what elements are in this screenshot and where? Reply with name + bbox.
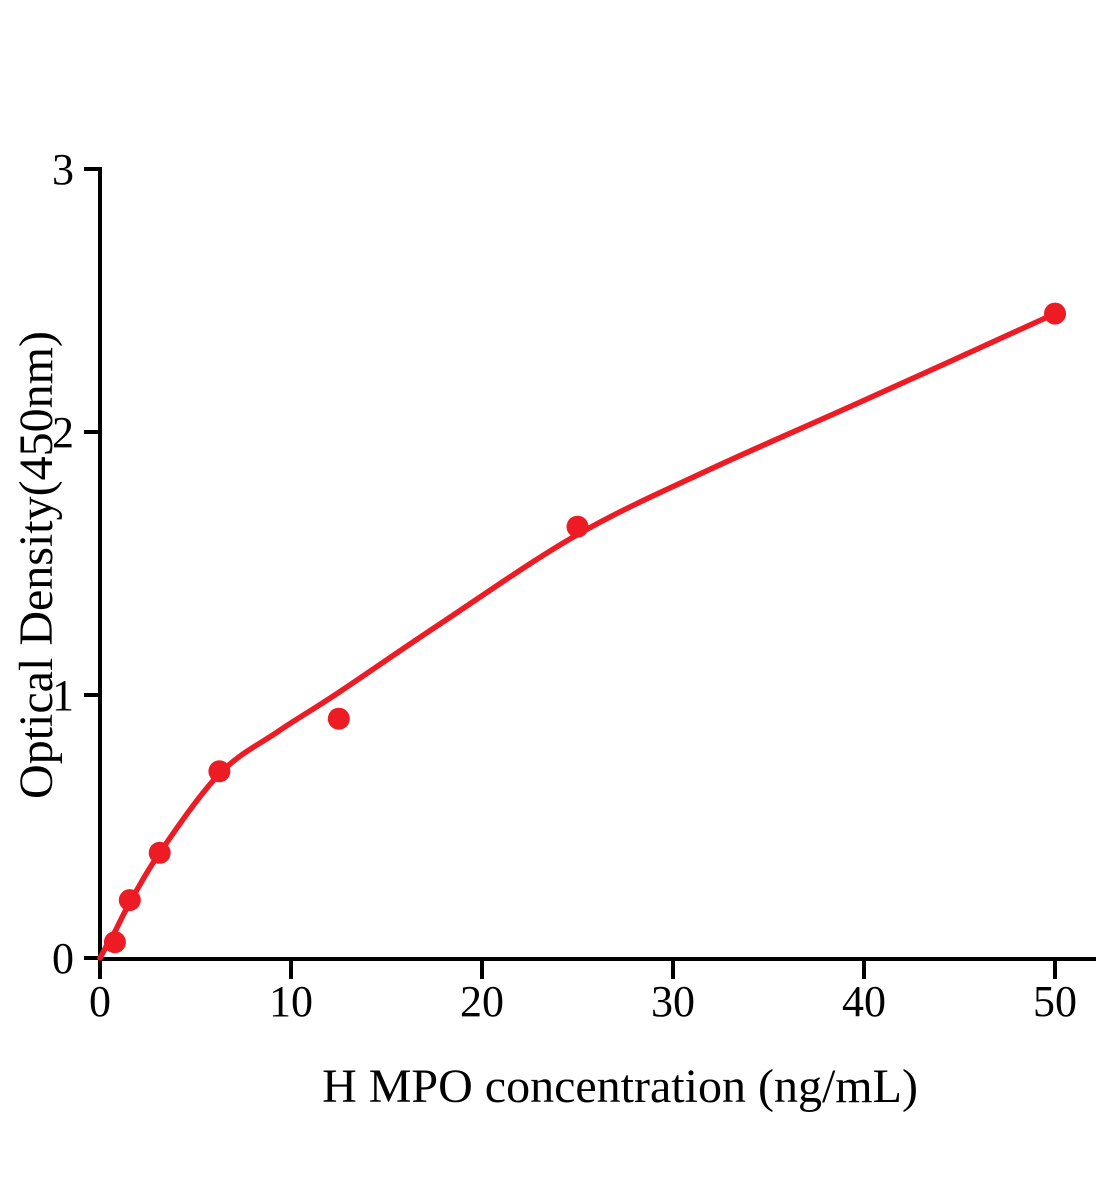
axis-ticks <box>84 167 1057 979</box>
data-point <box>327 707 350 730</box>
x-tick-label: 0 <box>89 977 111 1026</box>
data-point <box>118 889 141 912</box>
data-point <box>566 515 589 538</box>
data-point <box>208 760 231 783</box>
y-tick-label: 2 <box>52 408 74 457</box>
x-axis-title: H MPO concentration (ng/mL) <box>322 1060 918 1113</box>
y-axis-title: Optical Density(450nm) <box>10 331 63 799</box>
fit-curve-path <box>97 310 1058 961</box>
y-tick-label: 1 <box>52 671 74 720</box>
data-point <box>1044 302 1066 325</box>
y-tick-label: 3 <box>52 145 74 194</box>
x-tick-label: 20 <box>460 977 504 1026</box>
data-point <box>148 841 171 864</box>
x-tick-label: 10 <box>269 977 313 1026</box>
y-tick-label: 0 <box>52 934 74 983</box>
x-tick-label: 50 <box>1033 977 1077 1026</box>
fitted-curve <box>97 310 1058 961</box>
data-points <box>103 302 1066 954</box>
x-tick-label: 40 <box>842 977 886 1026</box>
data-point <box>103 931 126 954</box>
x-tick-label: 30 <box>651 977 695 1026</box>
axes <box>98 167 1096 961</box>
